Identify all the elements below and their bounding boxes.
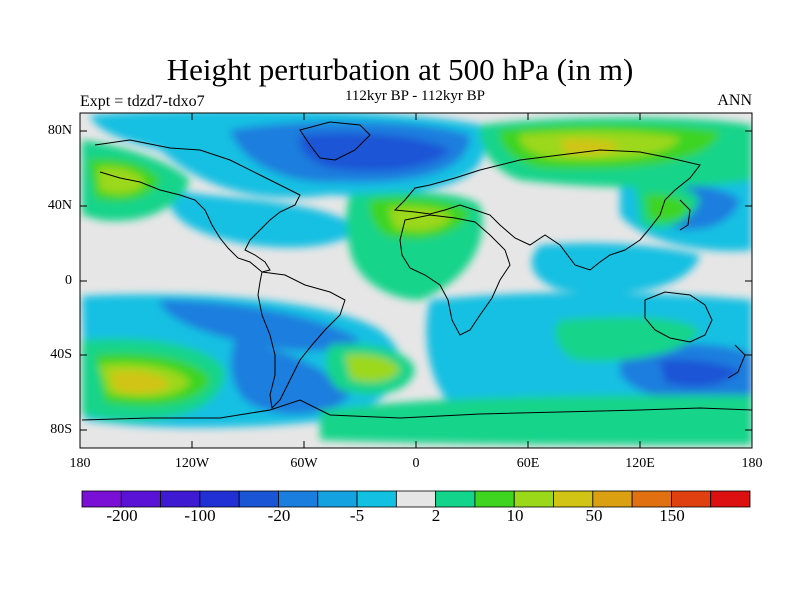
- colorbar-swatch: [474, 490, 515, 508]
- colorbar-swatch: [592, 490, 633, 508]
- colorbar-swatch: [81, 490, 122, 508]
- contour-region: [531, 243, 700, 294]
- lat-label-80s: 80S: [50, 422, 72, 437]
- colorbar-swatch: [513, 490, 554, 508]
- colorbar-swatch: [631, 490, 672, 508]
- contour-region: [560, 139, 620, 155]
- lon-label-0: 0: [412, 456, 420, 471]
- lat-label-40n: 40N: [47, 198, 72, 213]
- colorbar-swatch: [160, 490, 201, 508]
- colorbar-label: 50: [585, 506, 603, 525]
- plot-subtitle: 112kyr BP - 112kyr BP: [344, 88, 485, 104]
- coastline-africa: [399, 214, 511, 336]
- lon-label-120w: 120W: [174, 456, 210, 471]
- contour-region: [231, 340, 350, 415]
- contour-region: [160, 300, 360, 351]
- coastline-australia: [644, 291, 713, 343]
- coastline-japan: [679, 199, 691, 231]
- coastline-north-america: [94, 139, 301, 273]
- colorbar-label: -200: [106, 506, 138, 525]
- coastline-south-america: [257, 271, 346, 410]
- contour-region: [110, 370, 170, 394]
- lat-label-40s: 40S: [50, 347, 72, 362]
- colorbar-swatch: [317, 490, 358, 508]
- lon-label-180e: 180: [741, 456, 763, 471]
- season-label: ANN: [717, 92, 752, 109]
- colorbar-label: -20: [267, 506, 291, 525]
- contour-region: [320, 395, 752, 445]
- colorbar-swatch: [553, 490, 594, 508]
- coastline-new-zealand: [727, 344, 746, 379]
- colorbar-label: 150: [659, 506, 685, 525]
- colorbar: [81, 490, 751, 508]
- colorbar-swatch: [356, 490, 397, 508]
- colorbar-label: 2: [431, 506, 441, 525]
- colorbar-label: 10: [506, 506, 524, 525]
- colorbar-swatch: [199, 490, 240, 508]
- colorbar-swatch: [671, 490, 712, 508]
- colorbar-swatch: [395, 490, 437, 508]
- colorbar-swatch: [435, 490, 476, 508]
- lat-label-0: 0: [65, 273, 72, 288]
- colorbar-swatch: [120, 490, 161, 508]
- plot-title: Height perturbation at 500 hPa (in m): [166, 52, 634, 87]
- axis-ticks: [79, 113, 753, 448]
- colorbar-swatch: [238, 490, 279, 508]
- contour-field: [80, 113, 752, 448]
- lon-label-120e: 120E: [625, 456, 655, 471]
- contour-region: [98, 167, 145, 194]
- contour-region: [299, 133, 450, 171]
- contour-region: [645, 194, 690, 222]
- coastline-eurasia: [393, 149, 701, 271]
- contour-region: [345, 354, 400, 382]
- colorbar-swatch: [278, 490, 319, 508]
- colorbar-swatch: [710, 490, 751, 508]
- contour-region: [660, 359, 740, 387]
- lon-label-180w: 180: [69, 456, 91, 471]
- experiment-label: Expt = tdzd7-tdxo7: [80, 93, 205, 110]
- colorbar-label: -5: [349, 506, 365, 525]
- colorbar-label: -100: [184, 506, 216, 525]
- lon-label-60w: 60W: [290, 456, 318, 471]
- contour-region: [555, 317, 700, 362]
- lon-label-60e: 60E: [516, 456, 540, 471]
- coastlines: [81, 121, 752, 421]
- lat-label-80n: 80N: [47, 123, 72, 138]
- coastline-antarctica: [81, 399, 752, 421]
- coastline-greenland: [299, 121, 371, 161]
